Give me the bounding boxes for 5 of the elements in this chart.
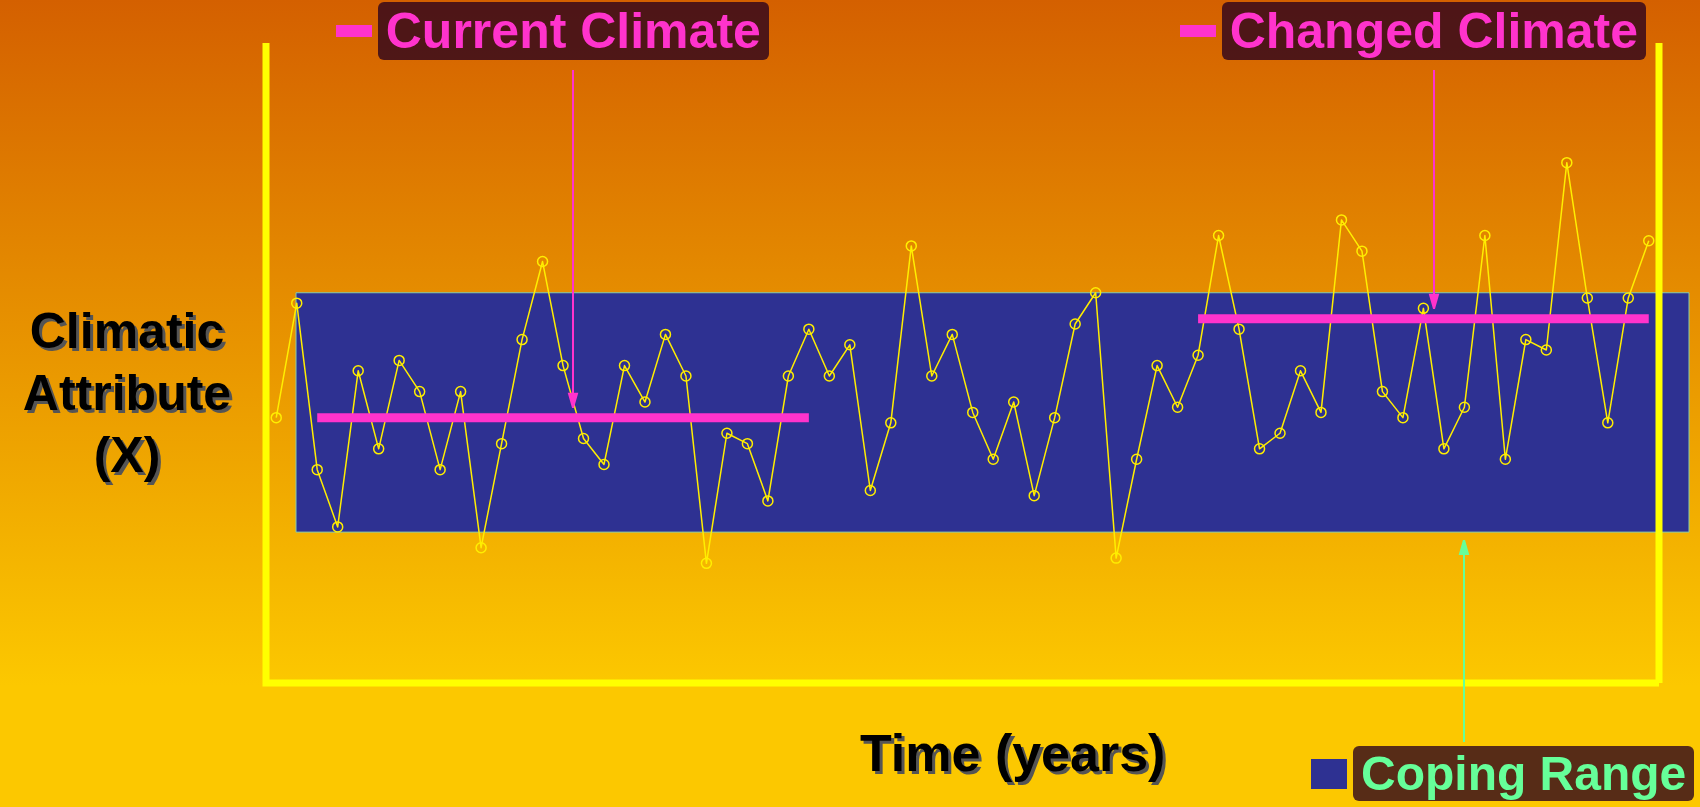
legend-label: Changed Climate — [1221, 2, 1647, 60]
y-axis-title: Climatic Attribute (X) — [21, 302, 233, 485]
legend-label: Coping Range — [1353, 746, 1695, 801]
legend-label: Current Climate — [377, 2, 769, 60]
x-axis-title: Time (years) — [860, 723, 1166, 783]
